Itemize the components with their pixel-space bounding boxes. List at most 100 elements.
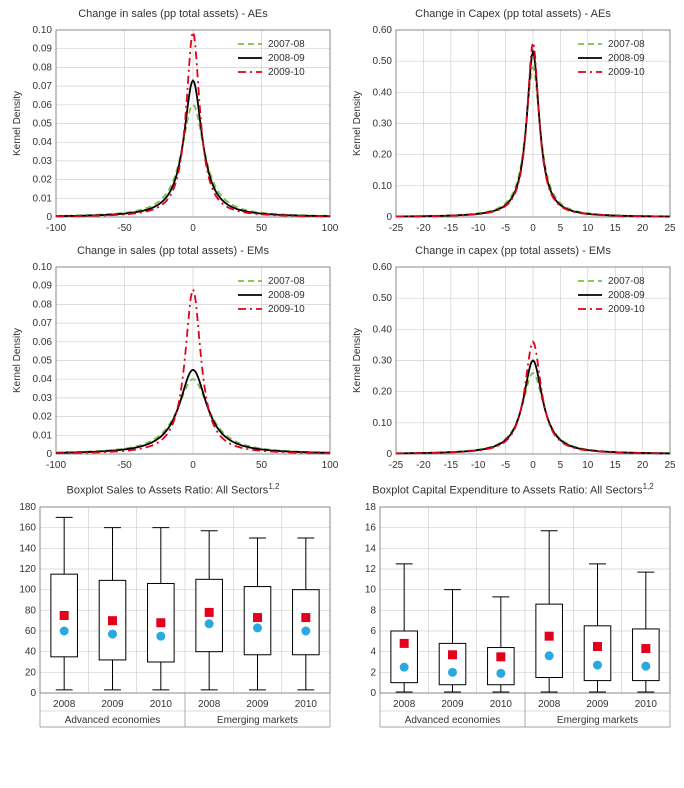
svg-text:0.40: 0.40 <box>373 87 393 98</box>
svg-text:-5: -5 <box>501 223 510 234</box>
svg-text:0.01: 0.01 <box>33 193 53 204</box>
svg-text:2010: 2010 <box>490 699 513 710</box>
svg-text:2009-10: 2009-10 <box>268 304 305 315</box>
svg-text:15: 15 <box>610 223 622 234</box>
svg-text:10: 10 <box>365 584 377 595</box>
svg-text:0.10: 0.10 <box>373 418 393 429</box>
svg-text:2009: 2009 <box>586 699 609 710</box>
svg-text:160: 160 <box>19 522 36 533</box>
svg-text:0.10: 0.10 <box>33 25 53 36</box>
svg-text:Advanced economies: Advanced economies <box>405 715 501 726</box>
panel-title: Boxplot Capital Expenditure to Assets Ra… <box>348 482 678 497</box>
svg-text:Emerging markets: Emerging markets <box>557 715 638 726</box>
svg-text:0: 0 <box>370 688 376 699</box>
svg-text:6: 6 <box>370 626 376 637</box>
svg-text:-25: -25 <box>389 460 404 471</box>
svg-text:0.60: 0.60 <box>373 25 393 36</box>
svg-text:-20: -20 <box>416 223 431 234</box>
panel-sales-ae: Change in sales (pp total assets) - AEs … <box>8 8 338 239</box>
svg-text:2009-10: 2009-10 <box>268 67 305 78</box>
svg-text:-50: -50 <box>117 223 132 234</box>
svg-text:2008: 2008 <box>53 699 76 710</box>
svg-text:50: 50 <box>256 460 268 471</box>
svg-text:2009: 2009 <box>246 699 269 710</box>
svg-text:0.60: 0.60 <box>373 262 393 273</box>
svg-text:-5: -5 <box>501 460 510 471</box>
svg-text:2007-08: 2007-08 <box>608 39 645 50</box>
svg-text:2009-10: 2009-10 <box>608 67 645 78</box>
svg-text:2010: 2010 <box>635 699 658 710</box>
svg-text:0: 0 <box>190 223 196 234</box>
svg-text:2008-09: 2008-09 <box>268 53 305 64</box>
svg-text:120: 120 <box>19 564 36 575</box>
svg-text:-25: -25 <box>389 223 404 234</box>
svg-text:2008: 2008 <box>198 699 221 710</box>
svg-text:0.09: 0.09 <box>33 44 53 55</box>
svg-text:14: 14 <box>365 543 377 554</box>
svg-text:2008: 2008 <box>538 699 561 710</box>
svg-text:0: 0 <box>46 449 52 460</box>
svg-text:100: 100 <box>322 223 338 234</box>
svg-text:0.05: 0.05 <box>33 119 53 130</box>
svg-text:-100: -100 <box>46 460 66 471</box>
svg-text:2: 2 <box>370 667 376 678</box>
svg-text:180: 180 <box>19 502 36 513</box>
svg-text:50: 50 <box>256 223 268 234</box>
svg-text:0.20: 0.20 <box>373 150 393 161</box>
boxplot-chart: 0204060801001201401601802008200920102008… <box>8 501 338 731</box>
svg-text:10: 10 <box>582 223 594 234</box>
svg-text:2007-08: 2007-08 <box>268 39 305 50</box>
panel-capex-em: Change in capex (pp total assets) - EMs … <box>348 245 678 476</box>
svg-text:0: 0 <box>190 460 196 471</box>
svg-text:0.10: 0.10 <box>373 181 393 192</box>
svg-text:Emerging markets: Emerging markets <box>217 715 298 726</box>
svg-text:2009-10: 2009-10 <box>608 304 645 315</box>
svg-text:Kernel Density: Kernel Density <box>352 91 363 156</box>
panel-title: Change in capex (pp total assets) - EMs <box>348 245 678 257</box>
svg-text:100: 100 <box>322 460 338 471</box>
svg-text:40: 40 <box>25 646 37 657</box>
svg-text:2008: 2008 <box>393 699 416 710</box>
svg-text:0.40: 0.40 <box>373 324 393 335</box>
svg-text:4: 4 <box>370 646 376 657</box>
svg-text:0.08: 0.08 <box>33 299 53 310</box>
svg-text:10: 10 <box>582 460 594 471</box>
svg-text:Kernel Density: Kernel Density <box>12 91 23 156</box>
svg-text:100: 100 <box>19 584 36 595</box>
panel-title: Change in sales (pp total assets) - EMs <box>8 245 338 257</box>
boxplot-chart: 024681012141618200820092010200820092010A… <box>348 501 678 731</box>
svg-text:0.03: 0.03 <box>33 393 53 404</box>
svg-text:5: 5 <box>558 223 564 234</box>
svg-text:0.03: 0.03 <box>33 156 53 167</box>
svg-text:20: 20 <box>25 667 37 678</box>
svg-text:Advanced economies: Advanced economies <box>65 715 161 726</box>
svg-text:0: 0 <box>530 460 536 471</box>
svg-text:2009: 2009 <box>101 699 124 710</box>
svg-text:-15: -15 <box>444 223 459 234</box>
svg-text:2007-08: 2007-08 <box>608 276 645 287</box>
svg-text:0.30: 0.30 <box>373 119 393 130</box>
svg-text:0.07: 0.07 <box>33 318 53 329</box>
panel-box-capex: Boxplot Capital Expenditure to Assets Ra… <box>348 482 678 731</box>
svg-text:20: 20 <box>637 460 649 471</box>
svg-text:2007-08: 2007-08 <box>268 276 305 287</box>
svg-text:-100: -100 <box>46 223 66 234</box>
svg-text:Kernel Density: Kernel Density <box>12 328 23 393</box>
svg-text:0.04: 0.04 <box>33 137 53 148</box>
svg-text:0: 0 <box>30 688 36 699</box>
svg-text:-50: -50 <box>117 460 132 471</box>
panel-box-sales: Boxplot Sales to Assets Ratio: All Secto… <box>8 482 338 731</box>
svg-text:Kernel Density: Kernel Density <box>352 328 363 393</box>
svg-text:0.50: 0.50 <box>373 293 393 304</box>
svg-text:-10: -10 <box>471 460 486 471</box>
svg-text:0.07: 0.07 <box>33 81 53 92</box>
svg-text:80: 80 <box>25 605 37 616</box>
svg-text:0.20: 0.20 <box>373 387 393 398</box>
svg-text:0.30: 0.30 <box>373 356 393 367</box>
svg-text:0.50: 0.50 <box>373 56 393 67</box>
density-chart: 00.100.200.300.400.500.60-25-20-15-10-50… <box>348 261 678 476</box>
svg-text:25: 25 <box>664 460 676 471</box>
svg-text:0.09: 0.09 <box>33 281 53 292</box>
svg-text:15: 15 <box>610 460 622 471</box>
svg-text:2010: 2010 <box>150 699 173 710</box>
